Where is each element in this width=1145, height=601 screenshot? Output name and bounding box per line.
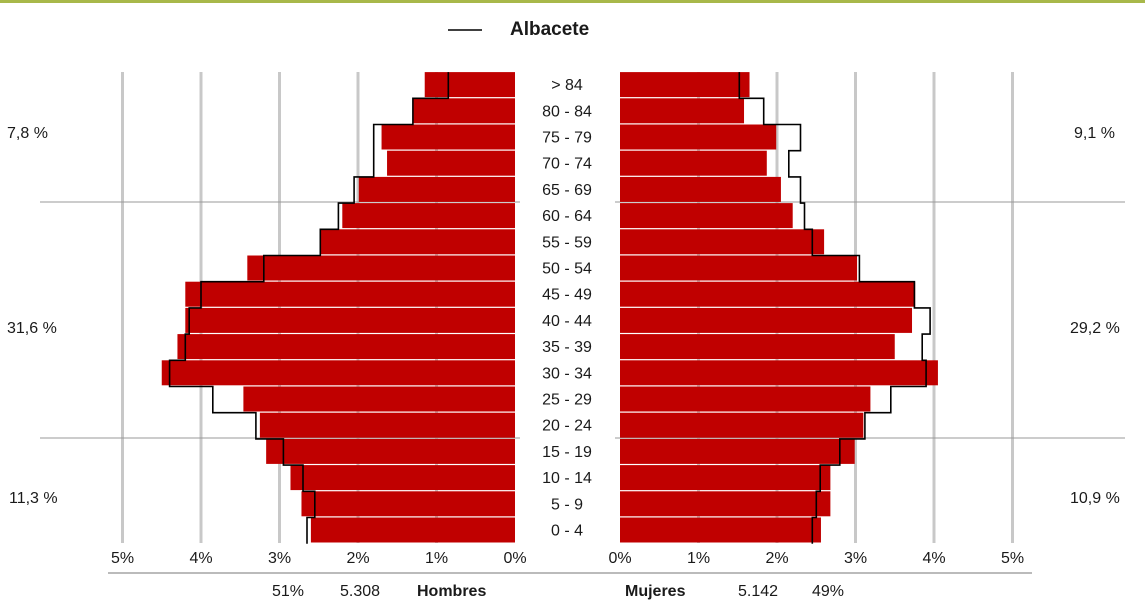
- right-pct-old: 9,1 %: [1074, 125, 1115, 142]
- age-label: 80 - 84: [542, 103, 592, 120]
- age-label: 45 - 49: [542, 287, 592, 304]
- female-label: Mujeres: [625, 583, 686, 600]
- bar-male: [310, 517, 515, 543]
- outline-male: [168, 72, 450, 544]
- bar-male: [161, 360, 515, 386]
- bar-male: [247, 255, 515, 281]
- female-count: 5.142: [738, 583, 778, 600]
- x-tick-left: 4%: [189, 550, 212, 567]
- age-label: 35 - 39: [542, 339, 592, 356]
- left-pct-old: 7,8 %: [7, 125, 48, 142]
- bar-female: [620, 491, 831, 517]
- right-pct-young: 10,9 %: [1070, 490, 1120, 507]
- axis-ticks: 5% 4% 3% 2% 1% 0% 0% 1% 2% 3% 4% 5%: [111, 550, 1024, 567]
- bar-male: [412, 98, 515, 124]
- bar-male: [259, 412, 515, 438]
- bar-male: [290, 465, 515, 491]
- bar-male: [320, 229, 515, 255]
- age-label: > 84: [551, 77, 583, 94]
- age-label: 5 - 9: [551, 496, 583, 513]
- group-dividers: [40, 201, 1125, 439]
- x-tick-left: 3%: [268, 550, 291, 567]
- x-tick-right: 5%: [1001, 550, 1024, 567]
- age-label: 0 - 4: [551, 523, 583, 540]
- age-label: 10 - 14: [542, 470, 592, 487]
- x-tick-left: 0%: [503, 550, 526, 567]
- right-pct-adult: 29,2 %: [1070, 320, 1120, 337]
- age-label: 30 - 34: [542, 365, 592, 382]
- male-percent: 51%: [272, 583, 304, 600]
- left-pct-young: 11,3 %: [9, 490, 58, 507]
- age-label: 25 - 29: [542, 392, 592, 409]
- legend-label: Albacete: [510, 19, 589, 40]
- x-tick-left: 5%: [111, 550, 134, 567]
- age-label: 55 - 59: [542, 234, 592, 251]
- bars: [161, 72, 938, 543]
- bar-male: [185, 307, 516, 333]
- bar-male: [301, 491, 515, 517]
- x-tick-right: 1%: [687, 550, 710, 567]
- bar-male: [185, 281, 516, 307]
- bar-female: [620, 203, 793, 229]
- x-tick-right: 2%: [765, 550, 788, 567]
- age-label: 70 - 74: [542, 156, 592, 173]
- bar-male: [381, 124, 515, 150]
- age-label: 15 - 19: [542, 444, 592, 461]
- age-labels: 0 - 4 5 - 9 10 - 14 15 - 19 20 - 24 25 - 29 30…: [542, 77, 592, 539]
- age-label: 40 - 44: [542, 313, 592, 330]
- bar-female: [620, 150, 767, 176]
- bar-male: [243, 386, 515, 412]
- totals: 51% 5.308 Hombres Mujeres 5.142 49%: [108, 572, 1032, 600]
- left-pct-adult: 31,6 %: [7, 320, 57, 337]
- bar-female: [620, 517, 821, 543]
- bar-male: [342, 203, 515, 229]
- legend: Albacete: [448, 19, 589, 40]
- grid-lines: [121, 72, 1014, 543]
- bar-female: [620, 307, 913, 333]
- bar-female: [620, 72, 750, 98]
- age-label: 65 - 69: [542, 182, 592, 199]
- bar-female: [620, 360, 938, 386]
- x-tick-right: 0%: [608, 550, 631, 567]
- bar-male: [177, 334, 515, 360]
- x-tick-right: 4%: [922, 550, 945, 567]
- bar-female: [620, 438, 855, 464]
- bar-female: [620, 465, 831, 491]
- age-label: 50 - 54: [542, 261, 592, 278]
- bar-female: [620, 412, 864, 438]
- bar-female: [620, 229, 825, 255]
- bar-male: [358, 176, 515, 202]
- bar-female: [620, 281, 916, 307]
- outline-female: [738, 72, 931, 544]
- group-percentages: 7,8 % 31,6 % 11,3 % 9,1 % 29,2 % 10,9 %: [7, 125, 1120, 507]
- x-tick-right: 3%: [844, 550, 867, 567]
- albacete-outline: [168, 72, 931, 544]
- x-tick-left: 1%: [425, 550, 448, 567]
- female-percent: 49%: [812, 583, 844, 600]
- bar-male: [266, 438, 515, 464]
- male-count: 5.308: [340, 583, 380, 600]
- bar-male: [424, 72, 515, 98]
- age-label: 75 - 79: [542, 130, 592, 147]
- bar-female: [620, 334, 895, 360]
- bar-female: [620, 124, 777, 150]
- bar-female: [620, 255, 858, 281]
- age-label: 20 - 24: [542, 418, 592, 435]
- bar-female: [620, 386, 871, 412]
- age-label: 60 - 64: [542, 208, 592, 225]
- x-tick-left: 2%: [346, 550, 369, 567]
- bar-female: [620, 176, 781, 202]
- bar-female: [620, 98, 745, 124]
- male-label: Hombres: [417, 583, 486, 600]
- bar-male: [387, 150, 515, 176]
- top-accent-bar: [0, 0, 1145, 3]
